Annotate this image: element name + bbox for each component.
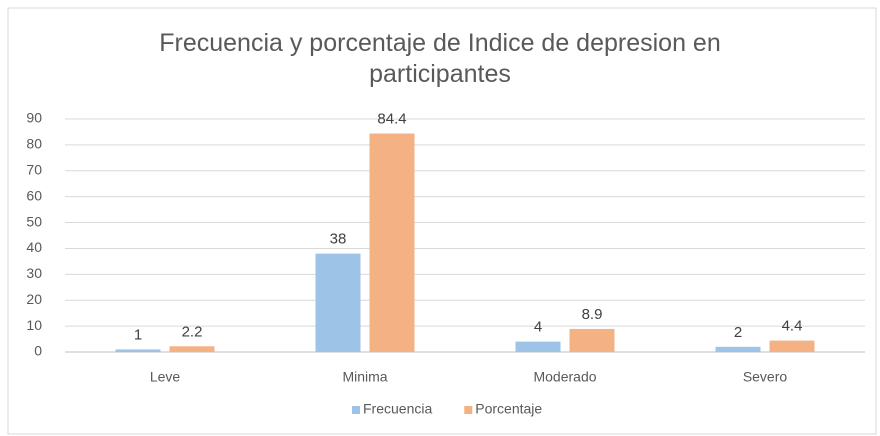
- bar: [315, 253, 361, 352]
- bar: [569, 328, 615, 352]
- legend-swatch: [464, 406, 473, 414]
- data-label: 38: [330, 231, 347, 248]
- x-tick-label: Severo: [743, 369, 788, 385]
- y-tick-label: 0: [34, 343, 42, 359]
- x-tick-label: Leve: [150, 369, 181, 385]
- x-tick-label: Moderado: [533, 369, 596, 385]
- y-tick-label: 50: [26, 213, 42, 229]
- y-tick-label: 60: [26, 187, 42, 203]
- data-label: 8.9: [582, 306, 603, 323]
- data-label: 1: [134, 326, 142, 343]
- data-label: 2.2: [182, 323, 203, 340]
- bar: [769, 340, 815, 352]
- y-tick-label: 90: [26, 110, 42, 126]
- y-tick-label: 80: [26, 136, 42, 152]
- data-label: 2: [734, 324, 742, 341]
- data-label: 84.4: [377, 110, 406, 127]
- data-label: 4.4: [782, 318, 803, 335]
- bar: [169, 346, 215, 352]
- y-tick-label: 40: [26, 239, 42, 255]
- chart-title: Frecuencia y porcentaje de Indice de dep…: [159, 29, 721, 88]
- y-tick-label: 10: [26, 317, 42, 333]
- y-tick-label: 70: [26, 161, 42, 177]
- bar: [115, 349, 161, 352]
- chart-frame: [7, 7, 877, 435]
- data-label: 4: [534, 319, 542, 336]
- legend-label: Porcentaje: [475, 401, 542, 417]
- legend-swatch: [352, 406, 360, 414]
- y-tick-label: 20: [26, 291, 42, 307]
- legend-label: Frecuencia: [363, 401, 432, 417]
- bar: [515, 341, 561, 352]
- x-tick-label: Minima: [342, 369, 387, 385]
- bar: [715, 346, 761, 352]
- y-tick-label: 30: [26, 265, 42, 281]
- bar: [369, 133, 415, 352]
